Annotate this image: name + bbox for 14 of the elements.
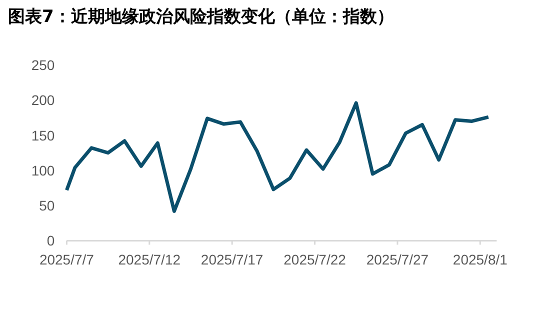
- x-tick-label: 2025/7/12: [118, 252, 181, 268]
- y-tick-label: 50: [39, 198, 55, 214]
- y-tick-label: 100: [31, 162, 55, 178]
- y-tick-label: 250: [31, 57, 55, 73]
- x-tick-label: 2025/7/17: [200, 252, 264, 268]
- y-tick-label: 150: [31, 127, 55, 144]
- x-tick-label: 2025/7/22: [284, 252, 346, 268]
- x-tick-label: 2025/8/1: [452, 252, 508, 268]
- x-tick-label: 2025/7/7: [39, 252, 94, 268]
- chart-title: 图表7：近期地缘政治风险指数变化（单位：指数）: [8, 7, 394, 27]
- y-tick-label: 200: [31, 92, 55, 108]
- y-tick-label: 0: [46, 232, 55, 249]
- line-series: [64, 101, 490, 213]
- x-tick-label: 2025/7/27: [366, 252, 429, 268]
